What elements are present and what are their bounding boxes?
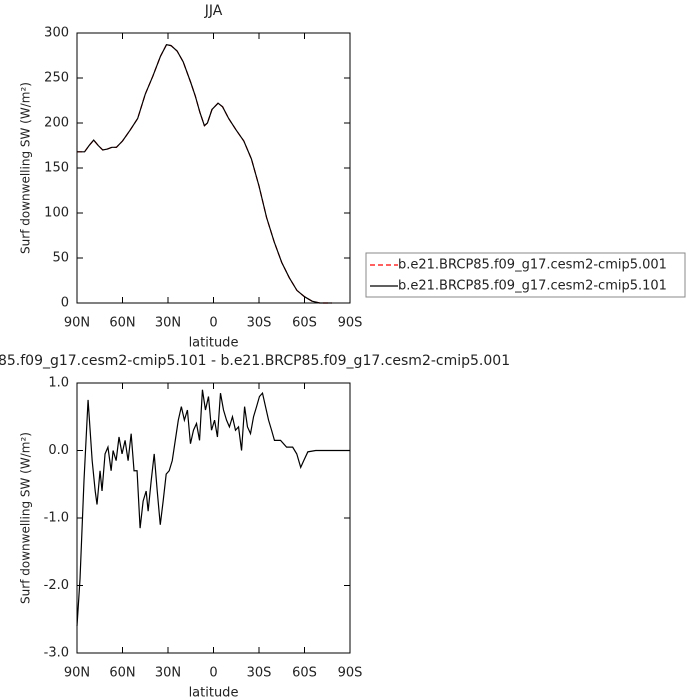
y-tick-label: 250 bbox=[44, 71, 69, 86]
x-tick-label: 90N bbox=[64, 666, 90, 681]
legend-frame bbox=[365, 252, 686, 298]
plot-frame bbox=[76, 382, 351, 654]
x-tick-label: 90S bbox=[338, 666, 363, 681]
y-tick-label: -1.0 bbox=[44, 511, 69, 526]
x-axis-label: latitude bbox=[189, 686, 239, 700]
y-tick-label: 300 bbox=[44, 26, 69, 41]
data-line bbox=[76, 389, 350, 627]
x-tick-label: 90S bbox=[338, 316, 363, 331]
y-axis-label: Surf downwelling SW (W/m²) bbox=[19, 82, 33, 254]
chart-title: JJA bbox=[204, 3, 223, 19]
x-tick-label: 30N bbox=[155, 666, 181, 681]
y-tick-label: 100 bbox=[44, 206, 69, 221]
y-tick-label: 50 bbox=[52, 251, 69, 266]
y-tick-label: 150 bbox=[44, 161, 69, 176]
chart-title: b.e21.BRCP85.f09_g17.cesm2-cmip5.101 - b… bbox=[0, 353, 510, 369]
y-tick-label: 0 bbox=[61, 296, 69, 311]
y-axis-label: Surf downwelling SW (W/m²) bbox=[19, 432, 33, 604]
x-tick-label: 60S bbox=[292, 666, 317, 681]
x-tick-label: 60S bbox=[292, 316, 317, 331]
x-tick-label: 0 bbox=[209, 316, 217, 331]
legend-label: b.e21.BRCP85.f09_g17.cesm2-cmip5.101 bbox=[398, 279, 667, 294]
y-tick-label: 1.0 bbox=[48, 376, 69, 391]
x-tick-label: 60N bbox=[109, 316, 135, 331]
x-axis-label: latitude bbox=[189, 336, 239, 351]
legend-label: b.e21.BRCP85.f09_g17.cesm2-cmip5.001 bbox=[398, 258, 667, 273]
y-tick-label: -2.0 bbox=[44, 578, 69, 593]
data-line bbox=[77, 44, 332, 304]
plot-frame bbox=[76, 32, 351, 304]
y-tick-label: 0.0 bbox=[48, 443, 69, 458]
y-tick-label: -3.0 bbox=[44, 646, 69, 661]
y-tick-label: 200 bbox=[44, 116, 69, 131]
x-tick-label: 90N bbox=[64, 316, 90, 331]
x-tick-label: 30N bbox=[155, 316, 181, 331]
data-line bbox=[77, 44, 332, 304]
x-tick-label: 30S bbox=[247, 666, 272, 681]
x-tick-label: 0 bbox=[209, 666, 217, 681]
x-tick-label: 30S bbox=[247, 316, 272, 331]
x-tick-label: 60N bbox=[109, 666, 135, 681]
